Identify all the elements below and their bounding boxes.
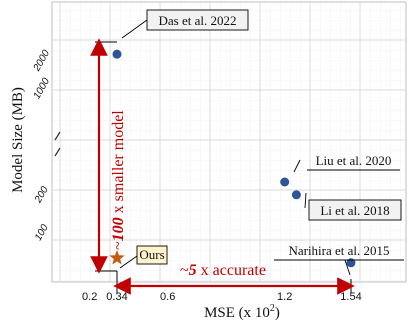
vertical-annotation: ~100 x smaller model	[110, 110, 127, 250]
callout: Narihira et al. 2015	[274, 243, 404, 276]
horizontal-annotation: ~5 x accurate	[180, 262, 266, 279]
axis-break-marks	[54, 131, 61, 157]
callout: Ours	[119, 245, 168, 269]
major-grid	[52, 2, 406, 282]
x-axis-ticks: 0.2 0.34 0.6 1.2 1.54	[82, 291, 362, 303]
data-point	[291, 190, 301, 200]
callout: Li et al. 2018	[304, 192, 402, 221]
callout-box	[308, 199, 402, 221]
y-tick-label: 100	[33, 222, 51, 242]
callout-leader	[121, 19, 148, 39]
point-label: Narihira et al. 2015	[288, 243, 389, 258]
y-tick-label: 1000	[32, 76, 53, 101]
plot-area	[51, 1, 407, 283]
point-label: Ours	[139, 247, 164, 262]
plot-background	[51, 1, 407, 283]
point-label: Li et al. 2018	[320, 203, 389, 218]
star-marker-ours	[109, 250, 125, 265]
callout-leader	[304, 192, 307, 209]
point-label: Liu et al. 2020	[316, 153, 392, 168]
data-point	[280, 177, 290, 187]
x-tick-label: 1.2	[277, 291, 292, 303]
x-tick-label: 0.2	[82, 291, 97, 303]
callout-leader	[344, 259, 351, 276]
callout-leader	[293, 159, 301, 173]
point-label: Das et al. 2022	[159, 13, 237, 28]
y-tick-label: 200	[32, 184, 51, 205]
y-axis-title: Model Size (MB)	[10, 87, 26, 193]
callout: Liu et al. 2020	[293, 153, 400, 173]
data-point	[112, 49, 122, 59]
callout-box	[146, 9, 249, 31]
callout-leader	[119, 255, 138, 269]
x-tick-label: 0.6	[160, 291, 175, 303]
y-tick-label: 2000	[31, 48, 52, 74]
callout-box	[136, 245, 168, 265]
callout: Das et al. 2022	[121, 9, 249, 39]
data-point	[346, 258, 356, 268]
point-callouts: Das et al. 2022 Liu et al. 2020 Li et al. …	[119, 9, 404, 276]
x-axis-title: MSE (x 102)	[204, 303, 280, 321]
annotation-arrows	[90, 38, 355, 295]
data-points	[109, 49, 356, 268]
